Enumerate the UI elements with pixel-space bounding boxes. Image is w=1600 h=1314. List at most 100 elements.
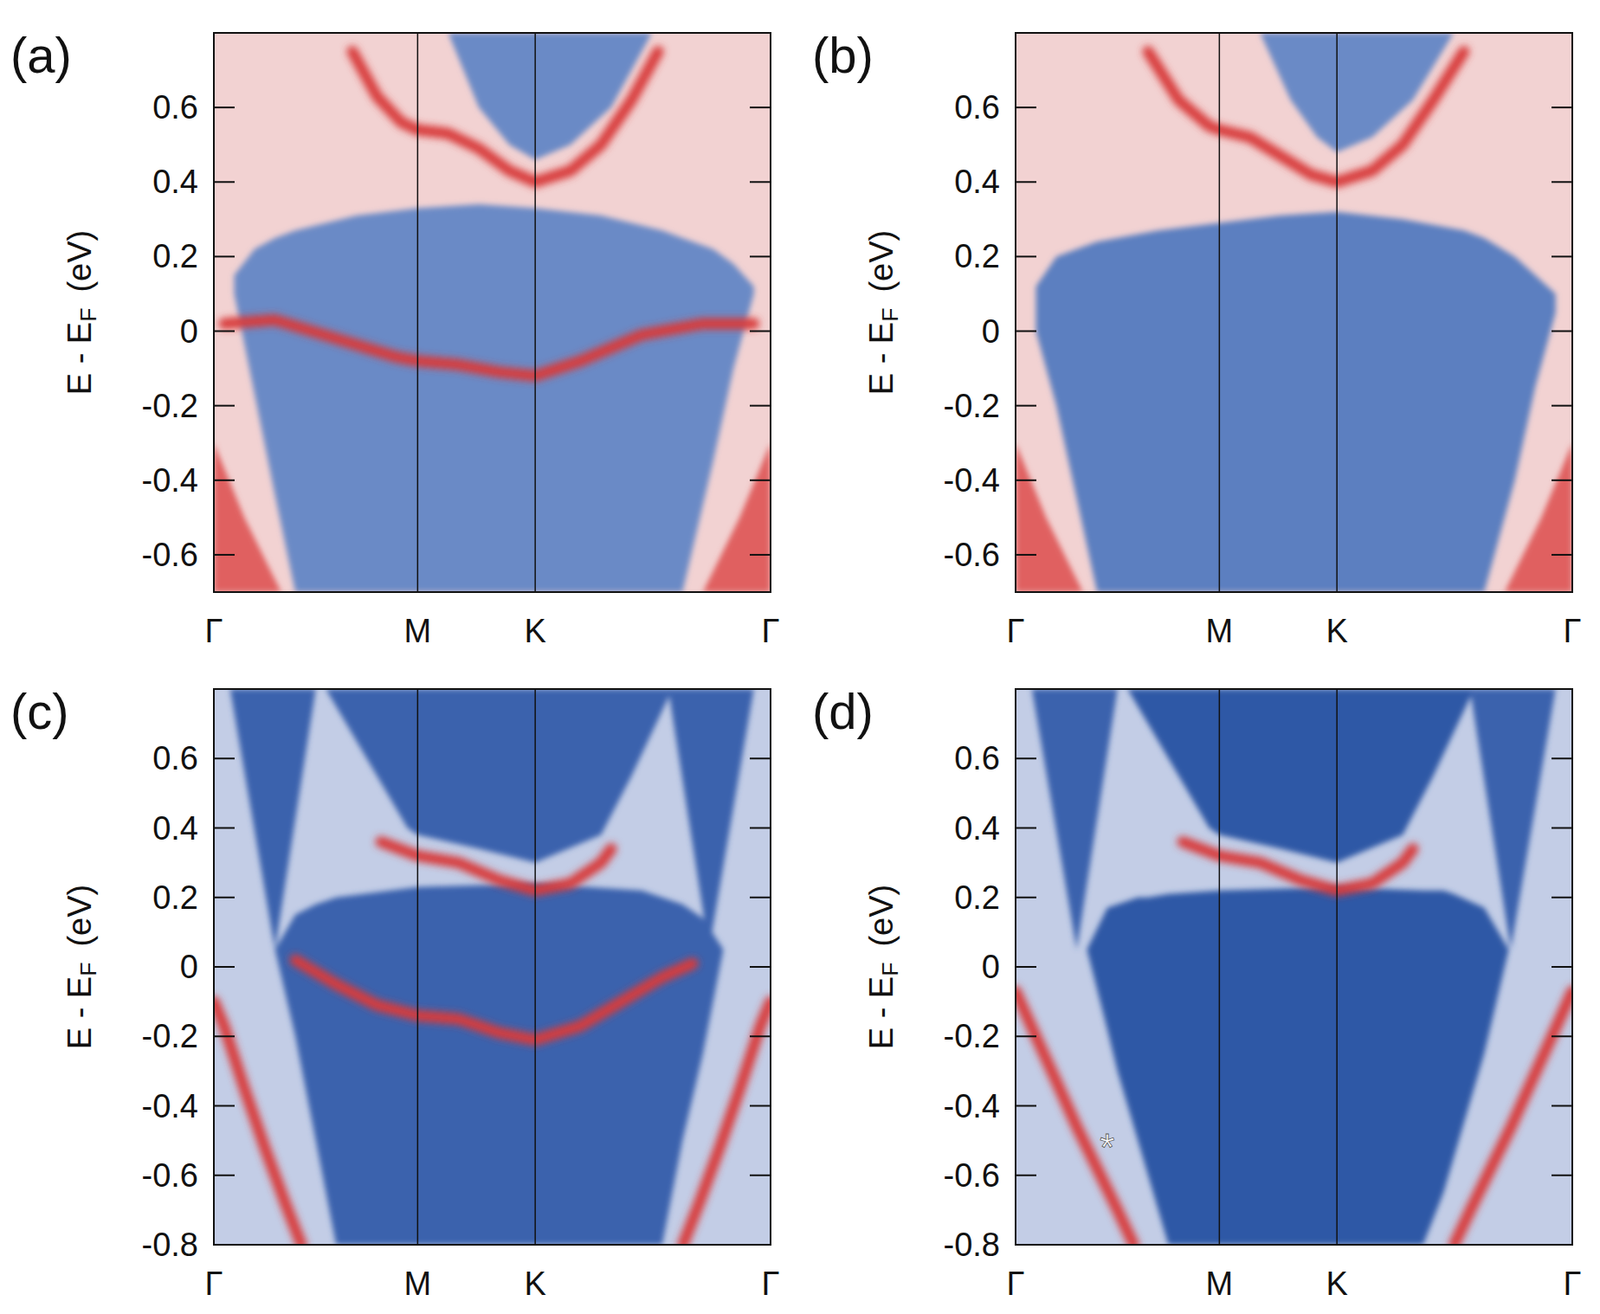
bands: [1148, 51, 1465, 183]
band: [380, 842, 612, 891]
tick-label: 0.4: [152, 810, 199, 847]
tick: [213, 180, 235, 183]
panel-letter: (c): [10, 683, 70, 740]
tick: [1015, 896, 1037, 899]
tick: [749, 1035, 771, 1038]
background: [1015, 32, 1573, 593]
tick: [1551, 966, 1573, 968]
continuum-region: [1504, 443, 1573, 593]
tick-label: Γ: [761, 612, 781, 650]
tick-label: -0.2: [943, 1018, 1000, 1055]
tick: [213, 757, 235, 760]
tick: [1551, 1244, 1573, 1246]
tick: [749, 106, 771, 109]
tick-label: -0.2: [141, 387, 199, 425]
tick: [1551, 180, 1573, 183]
continuum-region: [1086, 887, 1509, 1246]
figure: -0.6-0.4-0.200.20.40.6ΓMKΓE - EF(eV)(a)-…: [0, 0, 1600, 1314]
grid-line: [1335, 32, 1338, 593]
tick: [749, 1244, 771, 1246]
tick-label: Γ: [1006, 612, 1026, 650]
tick: [749, 896, 771, 899]
continuum-region: [1470, 689, 1556, 950]
tick: [749, 180, 771, 183]
plot-area: [1015, 689, 1573, 1246]
tick-label: -0.2: [141, 1018, 199, 1055]
tick: [213, 827, 235, 830]
bands: [1015, 842, 1573, 1246]
axis-title-sub: F: [75, 308, 102, 323]
tick-label: M: [1206, 612, 1234, 650]
continuum-region: [1127, 689, 1474, 864]
bands: [224, 51, 755, 377]
tick: [1015, 405, 1037, 407]
tick: [213, 1035, 235, 1038]
tick: [1551, 757, 1573, 760]
plot-area: [213, 689, 771, 1246]
axis-title: E - EF(eV): [61, 230, 102, 396]
tick: [213, 966, 235, 968]
band: [1182, 842, 1413, 891]
tick-label: M: [1206, 1265, 1234, 1303]
axis-title-sub: F: [877, 962, 904, 977]
axis-title-unit: (eV): [61, 884, 98, 948]
tick-label: -0.4: [943, 1088, 1000, 1125]
tick-label: 0.6: [152, 740, 199, 777]
areas: [1015, 32, 1573, 593]
tick-label: Γ: [761, 1265, 781, 1303]
tick-label: 0.2: [954, 238, 1000, 275]
tick-label: -0.4: [141, 462, 199, 499]
tick-label: 0.4: [954, 163, 1000, 200]
grid-line: [1219, 32, 1221, 593]
areas: [1032, 689, 1556, 1246]
band: [1015, 991, 1135, 1246]
tick: [1551, 896, 1573, 899]
areas: [213, 32, 771, 593]
panel: -0.8-0.6-0.4-0.200.20.40.6ΓMKΓE - EF(eV)…: [812, 683, 1581, 1303]
tick-label: Γ: [1563, 612, 1582, 650]
axis-title: E - EF(eV): [863, 884, 904, 1051]
tick: [749, 330, 771, 333]
tick: [749, 479, 771, 482]
tick-label: 0.2: [152, 238, 199, 275]
panel: -0.8-0.6-0.4-0.200.20.40.6ΓMKΓE - EF(eV)…: [10, 683, 780, 1303]
tick: [1551, 106, 1573, 109]
tick: [1015, 827, 1037, 830]
axis-title-sub: F: [877, 308, 904, 323]
tick: [749, 827, 771, 830]
tick-label: K: [523, 1265, 546, 1303]
frame: [213, 689, 771, 1246]
tick-label: Γ: [1006, 1265, 1026, 1303]
tick: [213, 1174, 235, 1177]
tick: [1015, 966, 1037, 968]
continuum-region: [230, 689, 317, 950]
grid-line: [534, 689, 536, 1246]
tick-label: -0.2: [943, 387, 1000, 425]
tick: [749, 554, 771, 556]
tick: [1015, 180, 1037, 183]
tick: [213, 554, 235, 556]
panel-letter: (d): [812, 683, 874, 740]
tick: [1551, 405, 1573, 407]
axis-title-part: E - E: [61, 976, 98, 1050]
plot-area: [213, 32, 771, 593]
continuum-region: [703, 443, 771, 593]
axis-title-part: E - E: [863, 322, 900, 395]
tick-label: 0.2: [152, 879, 199, 917]
continuum-region: [234, 204, 755, 593]
band: [295, 960, 693, 1040]
tick: [213, 255, 235, 258]
tick: [749, 757, 771, 760]
tick: [1551, 255, 1573, 258]
axis-title-part: E - E: [61, 322, 98, 395]
tick: [1015, 554, 1037, 556]
axis-title-part: E - E: [863, 976, 900, 1050]
tick: [1015, 106, 1037, 109]
tick-label: 0: [180, 948, 199, 986]
tick: [749, 405, 771, 407]
frame: [1015, 689, 1573, 1246]
axis-title: E - EF(eV): [863, 230, 904, 396]
tick: [1551, 1174, 1573, 1177]
tick: [1551, 554, 1573, 556]
axis-title-sub: F: [75, 962, 102, 977]
